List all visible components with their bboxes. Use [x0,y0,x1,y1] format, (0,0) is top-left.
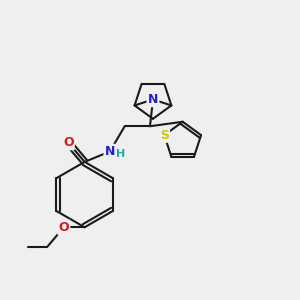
Text: O: O [63,136,74,149]
Text: N: N [105,145,115,158]
Text: N: N [148,93,158,106]
Text: H: H [116,149,125,160]
Text: S: S [160,129,169,142]
Text: O: O [58,221,69,234]
